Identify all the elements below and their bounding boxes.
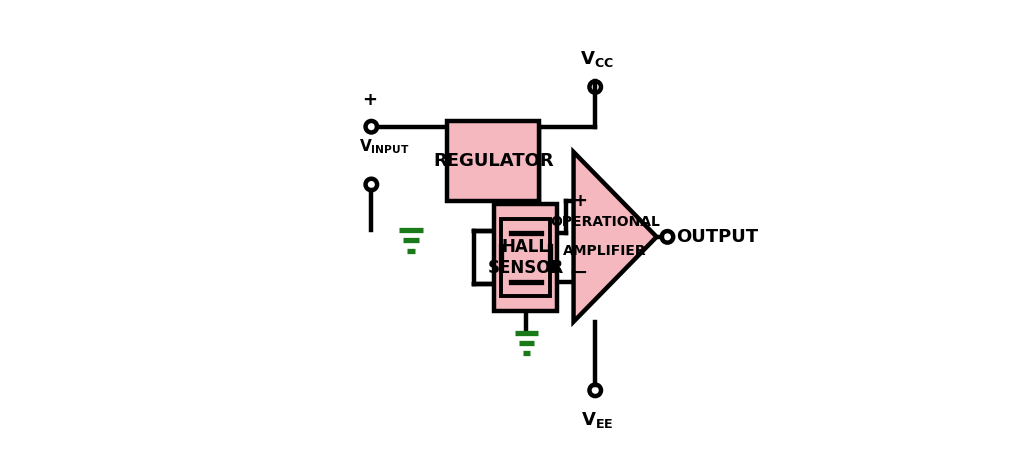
Text: $\mathbf{V_{EE}}$: $\mathbf{V_{EE}}$ [581,410,613,430]
Text: SENSOR: SENSOR [487,259,564,278]
Text: $\mathbf{V_{INPUT}}$: $\mathbf{V_{INPUT}}$ [358,137,410,156]
Text: REGULATOR: REGULATOR [433,152,554,170]
Bar [447,121,540,201]
Polygon shape [573,152,656,322]
Text: $\mathbf{V_{CC}}$: $\mathbf{V_{CC}}$ [581,49,614,69]
Text: +: + [571,192,587,210]
Text: OPERATIONAL: OPERATIONAL [550,215,659,229]
Text: HALL: HALL [502,238,550,256]
Text: OUTPUT: OUTPUT [677,228,759,246]
Bar [502,219,550,296]
Bar [495,204,557,311]
Text: +: + [362,91,377,109]
Text: AMPLIFIER: AMPLIFIER [563,244,647,258]
Text: −: − [571,264,587,281]
